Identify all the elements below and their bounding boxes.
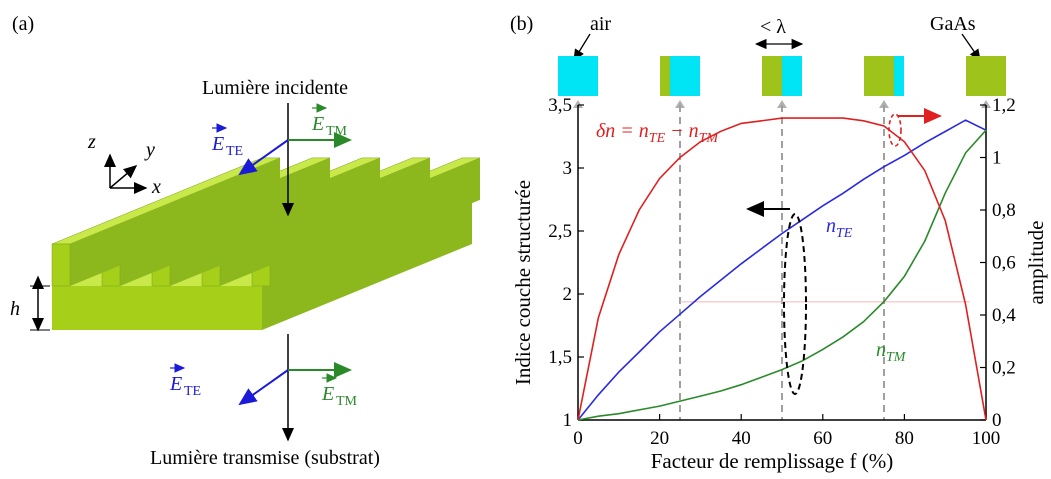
coordinate-axes: z y x [87,131,161,198]
y2-axis-label: amplitude [1024,221,1048,305]
svg-text:δn = nTE − nTM: δn = nTE − nTM [596,120,719,146]
fill-fraction-squares [558,56,1006,108]
y2-tick-label: 1 [992,148,1002,169]
transmitted-light-label: Lumière transmise (substrat) [150,447,380,469]
panel-b-label: (b) [510,13,533,35]
left-axis-ellipse [783,213,807,395]
x-tick-label: 20 [650,428,669,449]
e-tm-top-label: E TM [311,103,348,139]
air-label: air [590,13,611,35]
panel-a: (a) h z y x Lumière incidente [10,13,481,469]
x-tick-label: 80 [895,428,914,449]
svg-text:TE: TE [226,144,243,159]
x-axis-label: Facteur de remplissage f (%) [651,449,894,473]
x-tick-label: 60 [813,428,832,449]
axis-z-label: z [87,131,96,153]
axis-y-label: y [144,139,155,161]
series-n_TM [577,129,987,421]
panel-b: (b) air GaAs < λ 0 20 40 60 80 100 1 1,5 2 2,5 3 3,… [510,13,1048,473]
y-axis-label: Indice couche structurée [511,180,535,385]
y-tick-label: 2 [563,284,573,305]
y2-tick-label: 0,4 [992,305,1016,326]
h-label: h [10,298,20,320]
y2-tick-label: 0 [992,410,1002,431]
svg-text:nTE: nTE [826,215,853,241]
period-label: < λ [760,16,786,38]
axis-x-label: x [151,176,161,198]
x-tick-label: 40 [732,428,751,449]
te-arrow-bottom [238,369,289,406]
gaas-label: GaAs [930,13,976,35]
fill-square-gaas [966,56,1006,96]
y-tick-label: 1,5 [548,347,572,368]
fill-square-gaas [762,56,782,96]
svg-text:E: E [211,133,224,155]
fill-square-gaas [864,56,894,96]
y-tick-label: 1 [563,410,573,431]
svg-text:TM: TM [326,124,348,139]
series-n_TE [577,119,987,421]
panel-a-label: (a) [12,13,34,35]
y-tick-label: 3,5 [548,95,572,116]
y2-tick-label: 1,2 [992,95,1016,116]
x-tick-label: 100 [972,428,1001,449]
e-tm-bottom-label: E TM [321,373,358,409]
x-tick-label: 0 [573,428,583,449]
y2-tick-label: 0,8 [992,200,1016,221]
svg-text:nTM: nTM [876,339,907,365]
y2-tick-label: 0,2 [992,358,1016,379]
fill-square-gaas [660,56,670,96]
svg-text:E: E [321,383,334,405]
series-δn [577,117,987,421]
n-te-label: nTE [826,215,853,241]
svg-text:E: E [169,373,182,395]
delta-n-label: δn = nTE − nTM [596,120,719,146]
te-arrow-top [238,139,289,176]
e-te-bottom-label: E TE [169,363,201,399]
y-tick-label: 3 [563,158,573,179]
e-te-top-label: E TE [211,123,243,159]
svg-text:E: E [311,113,324,135]
incident-light-label: Lumière incidente [202,77,348,99]
n-tm-label: nTM [876,339,907,365]
y2-tick-label: 0,6 [992,253,1016,274]
svg-text:TM: TM [336,394,358,409]
chart: 0 20 40 60 80 100 1 1,5 2 2,5 3 3,5 0 0,2 0,4 0,6 0,8 1 1,… [511,95,1048,473]
grating-illustration [51,157,481,330]
fill-square-air [558,56,598,96]
right-axis-ellipse [888,113,902,147]
svg-text:TE: TE [184,384,201,399]
y-tick-label: 2,5 [548,221,572,242]
